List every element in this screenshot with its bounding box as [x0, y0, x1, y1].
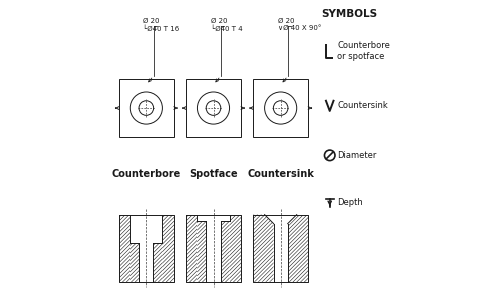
Text: Countersink: Countersink	[337, 101, 388, 110]
Text: Counterbore: Counterbore	[112, 169, 181, 179]
Bar	[186, 79, 241, 137]
Bar	[118, 79, 174, 137]
Text: Spotface: Spotface	[189, 169, 238, 179]
Text: Counterbore
or spotface: Counterbore or spotface	[337, 41, 390, 61]
Bar	[253, 79, 308, 137]
Text: Ø 20
∨Ø 40 X 90°: Ø 20 ∨Ø 40 X 90°	[278, 18, 321, 31]
Text: Ø 20
└Ø40 T 4: Ø 20 └Ø40 T 4	[210, 18, 242, 32]
Text: Depth: Depth	[337, 199, 363, 207]
Text: Ø 20
└Ø40 T 16: Ø 20 └Ø40 T 16	[144, 18, 180, 32]
Text: Diameter: Diameter	[337, 151, 376, 160]
Text: Countersink: Countersink	[247, 169, 314, 179]
Text: SYMBOLS: SYMBOLS	[321, 9, 378, 19]
